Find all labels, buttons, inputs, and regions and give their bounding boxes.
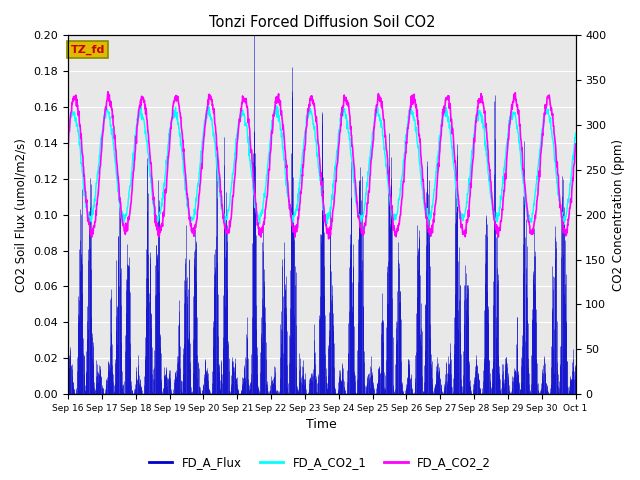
Title: Tonzi Forced Diffusion Soil CO2: Tonzi Forced Diffusion Soil CO2 [209, 15, 435, 30]
Text: TZ_fd: TZ_fd [70, 44, 105, 55]
FD_A_CO2_1 [164, 140, 172, 145]
FD_A_CO2_1 [467, 158, 475, 164]
FD_A_CO2_2 [512, 96, 520, 102]
FD_A_CO2_2 [325, 236, 333, 242]
FD_A_CO2_2 [177, 124, 185, 130]
FD_A_CO2_1 [177, 140, 185, 146]
FD_A_CO2_2 [104, 89, 112, 95]
Y-axis label: CO2 Soil Flux (umol/m2/s): CO2 Soil Flux (umol/m2/s) [15, 138, 28, 292]
FD_A_CO2_1 [424, 222, 431, 228]
FD_A_CO2_2 [467, 179, 475, 184]
FD_A_CO2_2 [165, 149, 173, 155]
Y-axis label: CO2 Concentration (ppm): CO2 Concentration (ppm) [612, 139, 625, 291]
Legend: FD_A_Flux, FD_A_CO2_1, FD_A_CO2_2: FD_A_Flux, FD_A_CO2_1, FD_A_CO2_2 [144, 452, 496, 474]
FD_A_CO2_1 [401, 150, 408, 156]
Line: FD_A_CO2_2: FD_A_CO2_2 [68, 92, 575, 239]
X-axis label: Time: Time [307, 419, 337, 432]
FD_A_CO2_1 [272, 103, 280, 108]
FD_A_CO2_1 [64, 133, 72, 139]
FD_A_CO2_1 [572, 130, 579, 136]
FD_A_CO2_2 [572, 141, 579, 147]
FD_A_CO2_2 [64, 147, 72, 153]
FD_A_CO2_2 [234, 131, 242, 136]
FD_A_CO2_1 [234, 126, 241, 132]
FD_A_CO2_2 [401, 157, 409, 163]
Line: FD_A_CO2_1: FD_A_CO2_1 [68, 106, 575, 225]
FD_A_CO2_1 [512, 119, 520, 124]
